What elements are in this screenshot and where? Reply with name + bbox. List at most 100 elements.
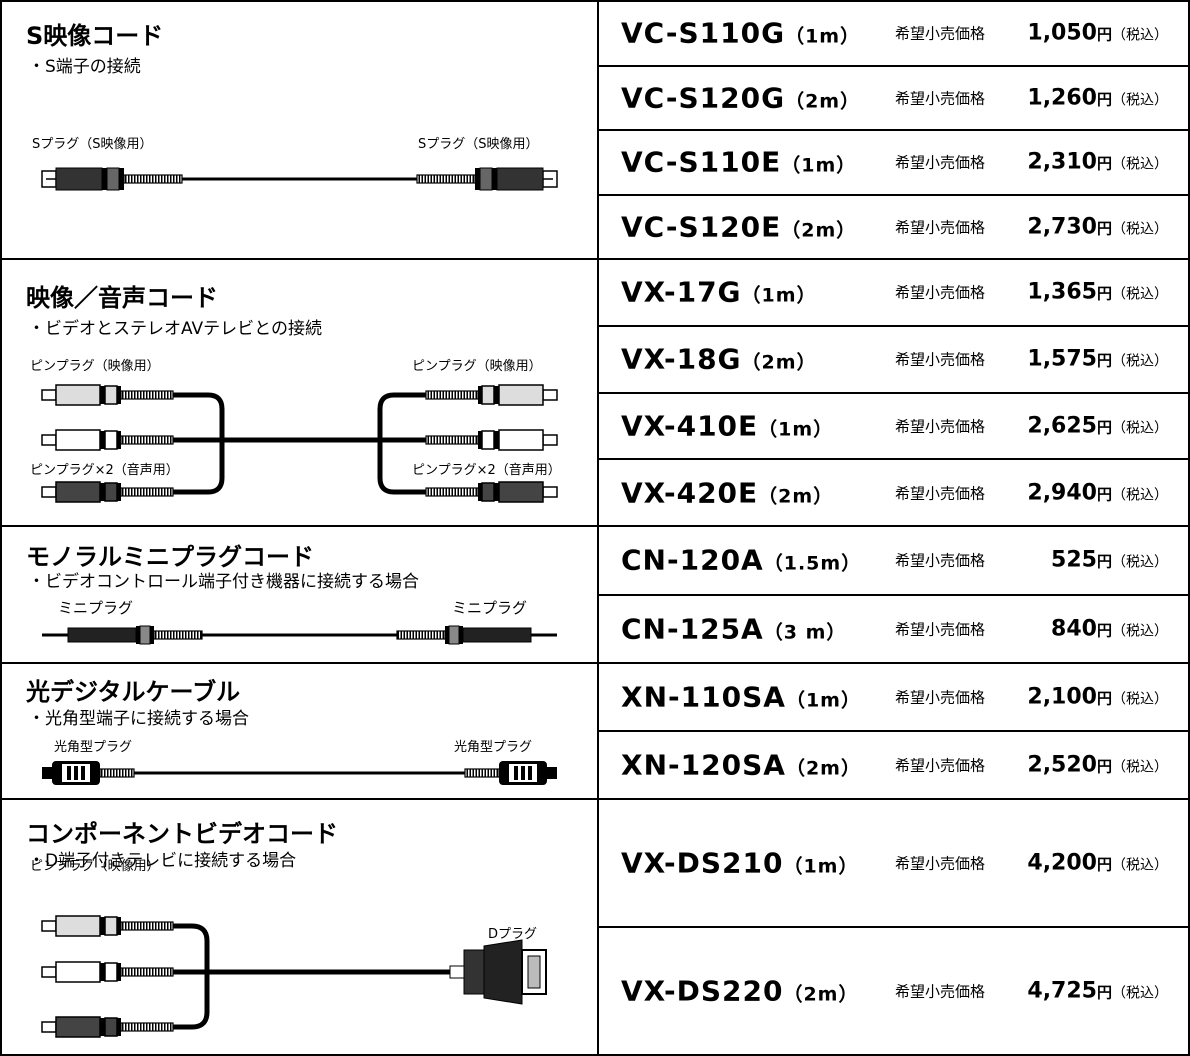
group-description: ・S端子の接続	[28, 57, 141, 77]
product-model: VX-DS210（1m）	[621, 847, 858, 880]
group: ピンプラグ（映像用） Dプラグ コンポーネントビデオコード ・D端子付きテレビに…	[0, 800, 1190, 1056]
price-unit: 円	[1096, 154, 1112, 173]
cable-length: （2m）	[785, 90, 861, 113]
product-row: VC-S120G（2m） 希望小売価格 1,260円（税込）	[599, 67, 1188, 131]
product-model: CN-125A（3 m）	[621, 612, 846, 645]
tax-note: （税込）	[1112, 691, 1168, 708]
cable-length: （2m）	[785, 757, 861, 780]
cable-length: （1m）	[781, 154, 857, 177]
product-model: XN-110SA（1m）	[621, 681, 861, 714]
price-unit: 円	[1096, 485, 1112, 504]
group-title: モノラルミニプラグコード	[26, 543, 314, 571]
price-unit: 円	[1096, 983, 1112, 1002]
price-label: 希望小売価格	[895, 620, 986, 639]
product-model: VX-17G（1m）	[621, 276, 817, 309]
group-info: ピンプラグ（映像用） Dプラグ コンポーネントビデオコード ・D端子付きテレビに…	[2, 800, 599, 1054]
plug-label: 光角型プラグ	[454, 740, 532, 755]
product-row: XN-110SA（1m） 希望小売価格 2,100円（税込）	[599, 664, 1188, 732]
product-row: VC-S110E（1m） 希望小売価格 2,310円（税込）	[599, 131, 1188, 196]
model-name: XN-110SA	[621, 680, 786, 714]
price: 1,365	[1027, 279, 1097, 305]
tax-note: （税込）	[1112, 221, 1168, 238]
tax-note: （税込）	[1112, 92, 1168, 109]
d-plug	[449, 939, 547, 1005]
cable-diagram: 光角型プラグ 光角型プラグ	[2, 740, 597, 798]
product-model: VX-420E（2m）	[621, 476, 833, 509]
model-name: CN-125A	[621, 612, 764, 646]
price: 1,050	[1027, 20, 1097, 46]
price-label: 希望小売価格	[895, 854, 986, 873]
tax-note: （税込）	[1112, 420, 1168, 437]
product-list: VX-17G（1m） 希望小売価格 1,365円（税込） VX-18G（2m） 希望小売…	[599, 260, 1188, 525]
price-block: 4,200円（税込）	[1027, 851, 1168, 876]
price: 2,730	[1027, 214, 1097, 240]
cable-length: （2m）	[781, 219, 857, 242]
plug-label: ピンプラグ（映像用）	[412, 359, 542, 374]
price-label: 希望小売価格	[895, 283, 986, 302]
cable-length: （3 m）	[763, 621, 847, 644]
product-list: CN-120A（1.5m） 希望小売価格 525円（税込） CN-125A（3 m）希…	[599, 527, 1188, 662]
product-row: VC-S120E（2m） 希望小売価格 2,730円（税込）	[599, 196, 1188, 259]
tax-note: （税込）	[1112, 156, 1168, 173]
product-model: VC-S120G（2m）	[621, 81, 860, 114]
model-name: VC-S110E	[621, 145, 782, 179]
model-name: VX-420E	[621, 476, 759, 510]
price-label: 希望小売価格	[895, 756, 986, 775]
price-block: 2,730円（税込）	[1027, 214, 1168, 239]
tax-note: （税込）	[1112, 487, 1168, 504]
model-name: VX-DS210	[621, 846, 784, 880]
price-block: 2,520円（税込）	[1027, 753, 1168, 778]
plug-label: 光角型プラグ	[54, 740, 132, 755]
cable-diagram: ピンプラグ（映像用） ピンプラグ（映像用） ピンプラグ×2（音声用） ピンプラグ…	[30, 359, 597, 527]
price: 840	[1051, 616, 1097, 642]
cable-length: （1.5m）	[763, 552, 862, 575]
price-block: 840円（税込）	[1051, 616, 1168, 641]
tax-note: （税込）	[1112, 985, 1168, 1002]
tax-note: （税込）	[1112, 759, 1168, 776]
tax-note: （税込）	[1112, 857, 1168, 874]
price-unit: 円	[1096, 757, 1112, 776]
cable-diagram: ピンプラグ（映像用） Dプラグ	[30, 859, 547, 1054]
plug-label: ミニプラグ	[452, 599, 527, 617]
product-row: VX-17G（1m） 希望小売価格 1,365円（税込）	[599, 260, 1188, 327]
price: 525	[1051, 547, 1097, 573]
price-block: 1,365円（税込）	[1027, 280, 1168, 305]
model-name: VX-18G	[621, 342, 742, 376]
model-name: VC-S110G	[621, 16, 786, 50]
price-label: 希望小売価格	[895, 417, 986, 436]
tax-note: （税込）	[1112, 286, 1168, 303]
price-block: 4,725円（税込）	[1027, 979, 1168, 1004]
tax-note: （税込）	[1112, 554, 1168, 571]
group-title: S映像コード	[26, 22, 164, 50]
price-label: 希望小売価格	[895, 89, 986, 108]
product-model: VC-S110G（1m）	[621, 17, 860, 50]
group-info: ピンプラグ（映像用） ピンプラグ（映像用） ピンプラグ×2（音声用） ピンプラグ…	[2, 260, 599, 525]
price-unit: 円	[1096, 552, 1112, 571]
price-unit: 円	[1096, 351, 1112, 370]
cable-length: （1m）	[785, 689, 861, 712]
group-description: ・D端子付きテレビに接続する場合	[28, 851, 297, 871]
price-label: 希望小売価格	[895, 688, 986, 707]
cable-diagram: Sプラグ（S映像用） Sプラグ（S映像用）	[32, 137, 597, 260]
product-row: VC-S110G（1m） 希望小売価格 1,050円（税込）	[599, 2, 1188, 67]
cable-diagram: ミニプラグ ミニプラグ	[2, 599, 597, 662]
product-row: VX-18G（2m） 希望小売価格 1,575円（税込）	[599, 327, 1188, 394]
price: 2,520	[1027, 752, 1097, 778]
group-description: ・光角型端子に接続する場合	[28, 709, 249, 729]
price-block: 2,625円（税込）	[1027, 413, 1168, 438]
model-name: VC-S120E	[621, 210, 782, 244]
plug-label: Dプラグ	[488, 927, 537, 942]
cable-length: （1m）	[741, 284, 817, 307]
group-description: ・ビデオとステレオAVテレビとの接続	[28, 319, 323, 339]
price-unit: 円	[1096, 90, 1112, 109]
price: 2,100	[1027, 684, 1097, 710]
price-unit: 円	[1096, 418, 1112, 437]
price: 1,260	[1027, 85, 1097, 111]
price: 1,575	[1027, 346, 1097, 372]
price-unit: 円	[1096, 689, 1112, 708]
cable-length: （2m）	[783, 983, 859, 1006]
plug-label: ピンプラグ（映像用）	[30, 359, 160, 374]
product-model: VX-DS220（2m）	[621, 975, 858, 1008]
product-row: VX-420E（2m） 希望小売価格 2,940円（税込）	[599, 460, 1188, 525]
